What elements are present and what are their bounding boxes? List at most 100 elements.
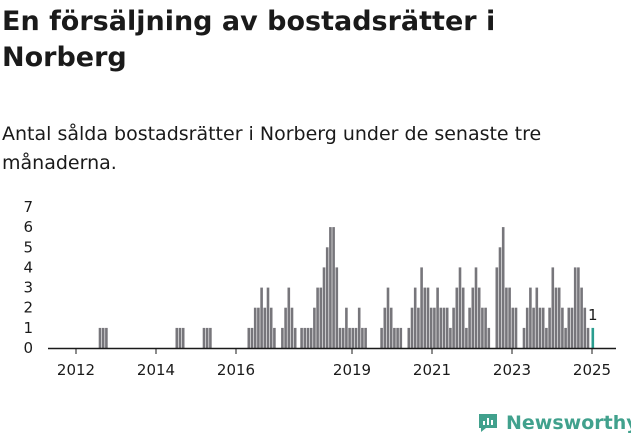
x-tick-label: 2021 (413, 361, 451, 379)
bar (178, 327, 182, 348)
bar (332, 227, 335, 348)
x-tick-label: 2012 (57, 361, 95, 379)
bar (399, 327, 403, 348)
bar (386, 287, 390, 348)
bar (306, 327, 310, 348)
bar (364, 327, 367, 348)
bar (266, 287, 270, 348)
bar (564, 327, 567, 348)
bar (551, 267, 555, 348)
bar (495, 267, 499, 348)
bar (345, 307, 348, 348)
bar (548, 307, 551, 348)
bar (508, 287, 511, 348)
y-tick-label: 2 (23, 299, 33, 317)
bar (468, 307, 471, 348)
bar (514, 307, 518, 348)
bar (477, 287, 481, 348)
bar (351, 327, 355, 348)
bar (442, 307, 446, 348)
bar (465, 327, 468, 348)
bar (498, 247, 502, 348)
y-tick-label: 7 (23, 198, 33, 216)
y-tick-label: 1 (23, 319, 33, 337)
bar (474, 267, 478, 348)
chart-title: En försäljning av bostadsrätter i Norber… (2, 6, 496, 73)
bar (535, 287, 539, 348)
bar (348, 327, 351, 348)
bar (423, 287, 427, 348)
bar (247, 327, 251, 348)
bar (341, 327, 345, 348)
bar (541, 307, 545, 348)
bar (577, 267, 580, 348)
bar (583, 307, 587, 348)
newsworthy-icon (479, 414, 497, 432)
bar (410, 307, 414, 348)
bar (253, 307, 257, 348)
bar (281, 327, 284, 348)
bar (567, 307, 571, 348)
axes: 0 1 2 3 4 5 6 7 2012 2014 2016 2019 2021 2023 2025 (23, 198, 616, 379)
bar (338, 327, 342, 348)
bar (396, 327, 399, 348)
bar (257, 307, 260, 348)
bar (322, 267, 326, 348)
bar (501, 227, 505, 348)
bar (561, 307, 564, 348)
bar (452, 307, 455, 348)
newsworthy-logo[interactable]: Newsworthy (476, 408, 631, 438)
bar (487, 327, 491, 348)
bar (260, 287, 263, 348)
bar (354, 327, 358, 348)
bar (505, 287, 508, 348)
x-tick-label: 2023 (493, 361, 531, 379)
bar (445, 307, 449, 348)
bar (380, 327, 383, 348)
bar (429, 307, 433, 348)
bar (202, 327, 206, 348)
bar (458, 267, 462, 348)
bar (361, 327, 364, 348)
bar (313, 307, 316, 348)
bar (439, 307, 443, 348)
bar (522, 327, 526, 348)
bar (436, 287, 439, 348)
bar (105, 327, 108, 348)
bar (287, 287, 291, 348)
bar (309, 327, 313, 348)
bar (389, 307, 393, 348)
bar (455, 287, 459, 348)
bar (273, 327, 276, 348)
bar (383, 307, 387, 348)
y-tick-label: 3 (23, 279, 33, 297)
bar (426, 287, 430, 348)
bar (181, 327, 185, 348)
bar (319, 287, 323, 348)
bar (407, 327, 411, 348)
bar (98, 327, 102, 348)
bar (393, 327, 396, 348)
bar-chart: 1 0 1 2 3 4 5 6 7 2012 2014 2016 2019 2021 2023 2025 (23, 198, 616, 379)
bar (263, 307, 267, 348)
bar (449, 327, 452, 348)
bar (357, 307, 361, 348)
bar (471, 287, 475, 348)
bar (316, 287, 319, 348)
bar (484, 307, 487, 348)
bar (300, 327, 303, 348)
y-tick-label: 6 (23, 218, 33, 236)
bar (250, 327, 254, 348)
bar (293, 327, 297, 348)
y-tick-label: 5 (23, 238, 33, 256)
bar (433, 307, 436, 348)
x-tick-label: 2014 (137, 361, 175, 379)
bar-highlight (591, 327, 595, 348)
bar (335, 267, 339, 348)
brand-name: Newsworthy (506, 412, 631, 434)
x-tick-label: 2019 (333, 361, 371, 379)
data-label: 1 (588, 306, 598, 324)
bar (532, 307, 535, 348)
bar (557, 287, 561, 348)
bar (529, 287, 532, 348)
